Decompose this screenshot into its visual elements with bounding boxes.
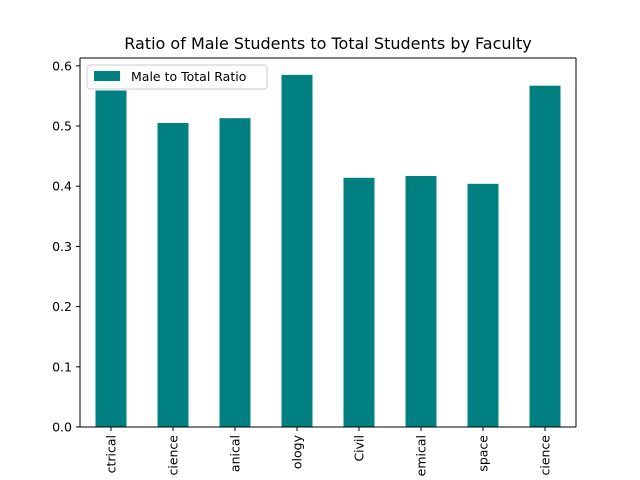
legend-swatch	[94, 71, 120, 81]
bar	[529, 85, 561, 427]
y-tick-label: 0.3	[52, 239, 72, 254]
bar	[281, 74, 313, 427]
y-tick-label: 0.2	[52, 299, 72, 314]
x-tick-label: space	[476, 435, 491, 472]
plot-area: 0.0 0.1 0.2 0.3 0.4 0.5 0.6 ctrical cience anical…	[52, 57, 577, 476]
y-tick-label: 0.6	[52, 58, 72, 73]
legend-box	[86, 64, 268, 90]
y-tick-label: 0.5	[52, 119, 72, 134]
bar	[219, 118, 251, 427]
chart-title: Ratio of Male Students to Total Students…	[124, 34, 531, 53]
bar	[343, 177, 375, 427]
legend-label: Male to Total Ratio	[131, 69, 246, 84]
y-tick-label: 0.4	[52, 179, 72, 194]
x-tick-label: emical	[414, 435, 429, 476]
bar	[467, 183, 499, 427]
bars-group	[95, 74, 561, 427]
x-tick-label: Civil	[352, 435, 367, 462]
y-tick-label: 0.0	[52, 420, 72, 435]
x-tick-label: anical	[228, 435, 243, 472]
x-tick-label: ology	[290, 434, 305, 469]
x-tick-label: cience	[166, 435, 181, 476]
x-tick-label: cience	[538, 435, 553, 476]
bar	[95, 90, 127, 427]
bar	[405, 175, 437, 427]
legend: Male to Total Ratio	[86, 64, 268, 90]
y-tick-label: 0.1	[52, 359, 72, 374]
bar	[157, 123, 189, 427]
x-tick-label: ctrical	[104, 435, 119, 473]
